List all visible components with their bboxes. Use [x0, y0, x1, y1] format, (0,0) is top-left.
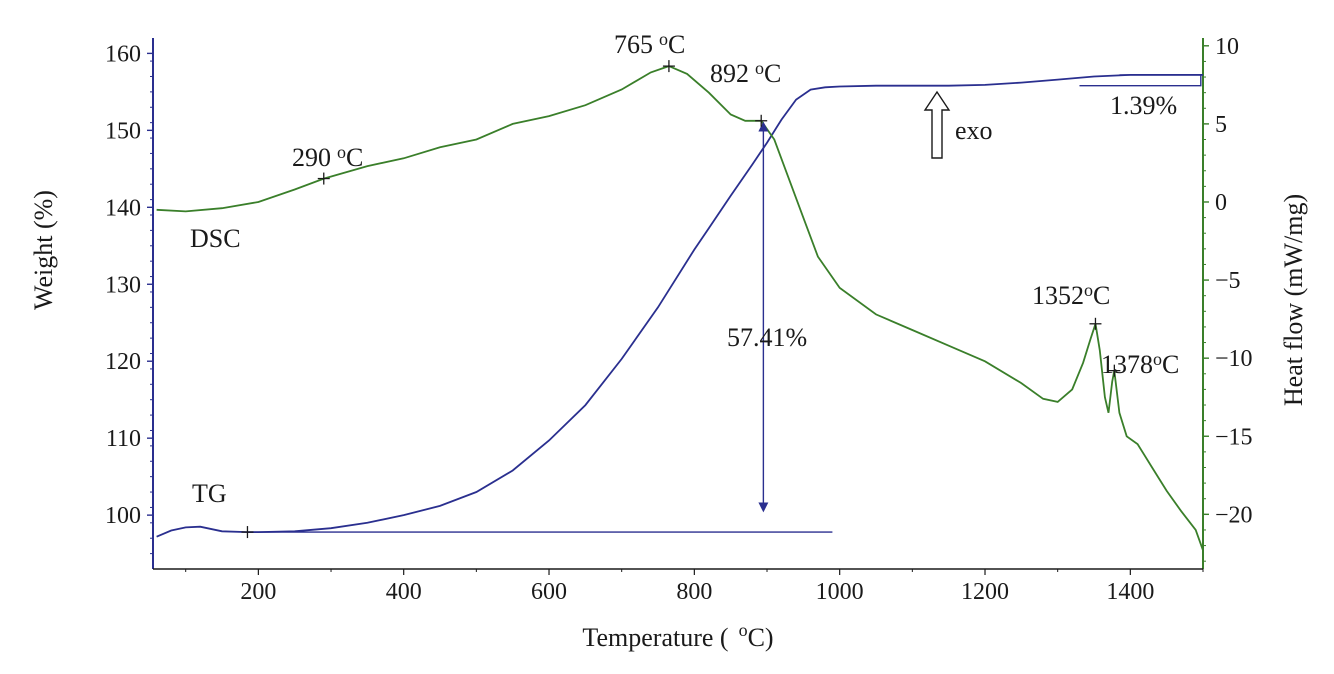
y-left-tick-label: 120 — [105, 349, 141, 375]
marker-peak-1352 — [1089, 317, 1102, 330]
y-left-tick-label: 150 — [105, 118, 141, 144]
x-axis-ticks: 200 400 600 800 1000 1200 1400 — [185, 569, 1204, 605]
dsc-label: DSC — [190, 224, 241, 253]
y-right-tick-label: −15 — [1215, 424, 1253, 450]
tg-label: TG — [192, 479, 227, 508]
peak-label-892: 892 oC — [710, 58, 781, 88]
y-right-tick-label: −10 — [1215, 346, 1253, 372]
marker-tg-onset — [241, 526, 254, 539]
x-tick-label: 1000 — [816, 579, 864, 605]
marker-peak-892 — [755, 114, 768, 127]
y-left-tick-label: 130 — [105, 272, 141, 298]
y-axis-left-title: Weight (%) — [29, 190, 58, 310]
y-left-tick-label: 110 — [106, 426, 141, 452]
x-tick-label: 1200 — [961, 579, 1009, 605]
marker-peak-290 — [317, 172, 330, 185]
y-axis-right-ticks: −20 −15 −10 −5 0 5 10 — [1203, 34, 1253, 562]
x-tick-label: 400 — [386, 579, 422, 605]
y-left-tick-label: 100 — [105, 503, 141, 529]
final-loss-label: 1.39% — [1110, 91, 1177, 120]
mass-loss-label: 57.41% — [727, 323, 807, 352]
svg-text:1352oC: 1352oC — [1032, 280, 1110, 310]
marker-peak-765 — [662, 60, 675, 73]
y-left-tick-label: 140 — [105, 195, 141, 221]
y-axis-right-title: Heat flow (mW/mg) — [1279, 194, 1308, 406]
y-right-tick-label: −20 — [1215, 502, 1253, 528]
y-left-tick-label: 160 — [105, 41, 141, 67]
y-right-tick-label: 5 — [1215, 112, 1227, 138]
exo-arrow-icon — [923, 90, 951, 159]
peak-markers — [241, 60, 1121, 539]
peak-label-290: 290 oC — [292, 142, 363, 172]
exo-label: exo — [955, 116, 993, 145]
x-tick-label: 600 — [531, 579, 567, 605]
final-loss-bracket — [1079, 74, 1202, 87]
marker-peak-1378 — [1108, 364, 1121, 377]
x-tick-label: 200 — [240, 579, 276, 605]
peak-label-1378: 1378oC — [1101, 349, 1179, 379]
peak-label-1352: 1352oC — [1032, 280, 1110, 310]
y-right-tick-label: 10 — [1215, 34, 1239, 60]
x-tick-label: 800 — [676, 579, 712, 605]
svg-text:1378oC: 1378oC — [1101, 349, 1179, 379]
x-axis-title: Temperature (oC) — [582, 620, 773, 652]
x-tick-label: 1400 — [1106, 579, 1154, 605]
y-axis-left-ticks: 100 110 120 130 140 150 160 — [105, 41, 153, 555]
y-right-tick-label: −5 — [1215, 268, 1241, 294]
peak-label-765: 765 oC — [614, 29, 685, 59]
y-right-tick-label: 0 — [1215, 190, 1227, 216]
